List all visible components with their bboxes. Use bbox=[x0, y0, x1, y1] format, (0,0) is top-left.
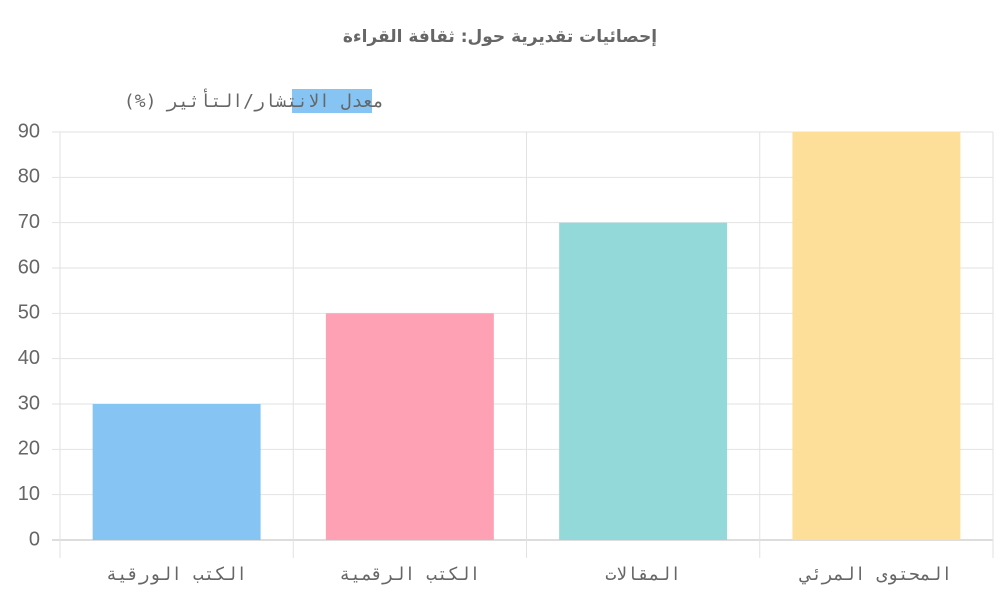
bar bbox=[792, 132, 961, 540]
y-tick-label: 70 bbox=[18, 211, 40, 233]
y-tick-label: 0 bbox=[29, 528, 40, 550]
y-tick-label: 10 bbox=[18, 483, 40, 505]
bar bbox=[92, 404, 261, 540]
y-tick-label: 50 bbox=[18, 302, 40, 324]
chart-title: إحصائيات تقديرية حول: ثقافة القراءة bbox=[343, 27, 657, 47]
y-tick-label: 20 bbox=[18, 438, 40, 460]
x-tick-label: الكتب الرقمية bbox=[339, 564, 480, 585]
x-tick-label: الكتب الورقية bbox=[106, 564, 247, 585]
x-tick-label: المقالات bbox=[605, 564, 681, 585]
y-tick-label: 30 bbox=[18, 392, 40, 414]
y-tick-label: 90 bbox=[18, 120, 40, 142]
bar bbox=[559, 222, 728, 540]
x-tick-label: المحتوى المرئي bbox=[799, 564, 953, 585]
y-tick-label: 40 bbox=[18, 347, 40, 369]
bar bbox=[325, 313, 494, 540]
legend-label: معدل الانتشار/التأثير (%) bbox=[124, 88, 384, 112]
y-tick-label: 80 bbox=[18, 166, 40, 188]
y-tick-label: 60 bbox=[18, 256, 40, 278]
legend-swatch bbox=[292, 89, 372, 113]
